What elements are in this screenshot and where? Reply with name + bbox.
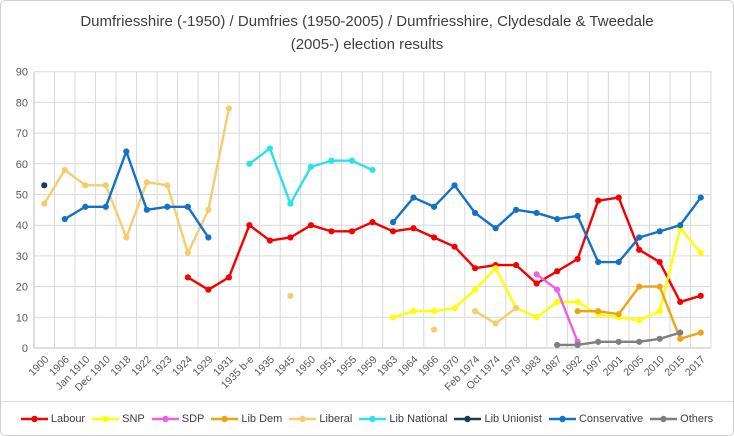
svg-text:60: 60 bbox=[16, 159, 28, 171]
svg-text:1951: 1951 bbox=[314, 354, 339, 379]
svg-text:1922: 1922 bbox=[129, 354, 154, 379]
svg-text:40: 40 bbox=[16, 220, 28, 232]
legend-label: Liberal bbox=[319, 412, 353, 425]
legend-item-sdp: SDP bbox=[151, 412, 205, 425]
svg-text:1979: 1979 bbox=[498, 354, 523, 379]
series-lib-national bbox=[246, 145, 376, 207]
svg-text:1929: 1929 bbox=[190, 354, 215, 379]
x-gridlines bbox=[33, 71, 712, 348]
svg-text:30: 30 bbox=[16, 251, 28, 263]
legend-item-conservative: Conservative bbox=[548, 412, 644, 425]
svg-text:2005: 2005 bbox=[621, 354, 646, 379]
svg-text:20: 20 bbox=[16, 282, 28, 294]
svg-text:2017: 2017 bbox=[683, 354, 708, 379]
svg-text:1959: 1959 bbox=[355, 354, 380, 379]
svg-text:1950: 1950 bbox=[293, 354, 318, 379]
svg-text:0: 0 bbox=[22, 343, 28, 355]
legend-item-lib-unionist: Lib Unionist bbox=[454, 412, 542, 425]
legend-item-liberal: Liberal bbox=[289, 413, 352, 425]
svg-text:2015: 2015 bbox=[662, 354, 687, 379]
svg-text:50: 50 bbox=[16, 190, 28, 202]
chart-title: Dumfriesshire (-1950) / Dumfries (1950-2… bbox=[1, 10, 733, 57]
series-lines bbox=[41, 105, 704, 349]
legend-marker-icon bbox=[20, 415, 48, 422]
legend-item-snp: SNP bbox=[92, 413, 145, 425]
legend-label: SDP bbox=[181, 412, 205, 425]
svg-text:80: 80 bbox=[16, 97, 28, 109]
svg-text:1966: 1966 bbox=[416, 354, 441, 379]
legend-marker-icon bbox=[650, 415, 678, 422]
legend-label: Lib National bbox=[389, 412, 448, 425]
svg-text:1955: 1955 bbox=[334, 354, 359, 379]
legend-label: Lib Dem bbox=[241, 412, 283, 425]
legend-label: Others bbox=[680, 412, 714, 425]
legend-marker-icon bbox=[211, 415, 239, 422]
series-others bbox=[554, 329, 684, 349]
series-lib-unionist bbox=[41, 182, 48, 189]
chart-legend: Labour SNP SDP Lib Dem Liberal Lib National Li… bbox=[1, 401, 733, 435]
svg-text:90: 90 bbox=[16, 67, 28, 79]
legend-marker-icon bbox=[92, 415, 120, 422]
series-labour bbox=[184, 194, 704, 306]
chart-title-text: Dumfriesshire (-1950) / Dumfries (1950-2… bbox=[80, 13, 654, 54]
series-lib-dem bbox=[574, 283, 704, 342]
legend-label: Conservative bbox=[578, 412, 644, 425]
svg-text:1963: 1963 bbox=[375, 354, 400, 379]
legend-marker-icon bbox=[289, 415, 317, 422]
svg-text:2001: 2001 bbox=[601, 354, 626, 379]
svg-text:1935: 1935 bbox=[252, 354, 277, 379]
svg-text:1924: 1924 bbox=[170, 354, 195, 379]
y-axis-labels: 0 10 20 30 40 50 60 70 80 90 bbox=[16, 67, 28, 355]
svg-text:10: 10 bbox=[16, 312, 28, 324]
svg-text:1918: 1918 bbox=[108, 354, 133, 379]
legend-item-lib-national: Lib National bbox=[359, 413, 447, 425]
svg-text:1923: 1923 bbox=[149, 354, 174, 379]
svg-text:1900: 1900 bbox=[26, 354, 51, 379]
svg-text:1964: 1964 bbox=[396, 354, 421, 379]
legend-marker-icon bbox=[548, 415, 576, 422]
legend-label: Lib Unionist bbox=[484, 412, 542, 425]
svg-text:2010: 2010 bbox=[642, 354, 667, 379]
legend-item-labour: Labour bbox=[20, 412, 86, 425]
legend-label: SNP bbox=[122, 412, 145, 425]
legend-marker-icon bbox=[359, 415, 387, 422]
svg-text:1983: 1983 bbox=[519, 354, 544, 379]
series-conservative bbox=[61, 148, 704, 266]
svg-text:1945: 1945 bbox=[273, 354, 298, 379]
svg-text:70: 70 bbox=[16, 128, 28, 140]
svg-text:1992: 1992 bbox=[560, 354, 585, 379]
legend-marker-icon bbox=[454, 415, 482, 422]
svg-text:1987: 1987 bbox=[539, 354, 564, 379]
svg-text:1997: 1997 bbox=[580, 354, 605, 379]
legend-marker-icon bbox=[151, 415, 179, 422]
legend-item-lib-dem: Lib Dem bbox=[211, 413, 282, 425]
series-liberal bbox=[41, 105, 520, 333]
legend-label: Labour bbox=[50, 412, 86, 425]
legend-item-others: Others bbox=[650, 413, 713, 425]
